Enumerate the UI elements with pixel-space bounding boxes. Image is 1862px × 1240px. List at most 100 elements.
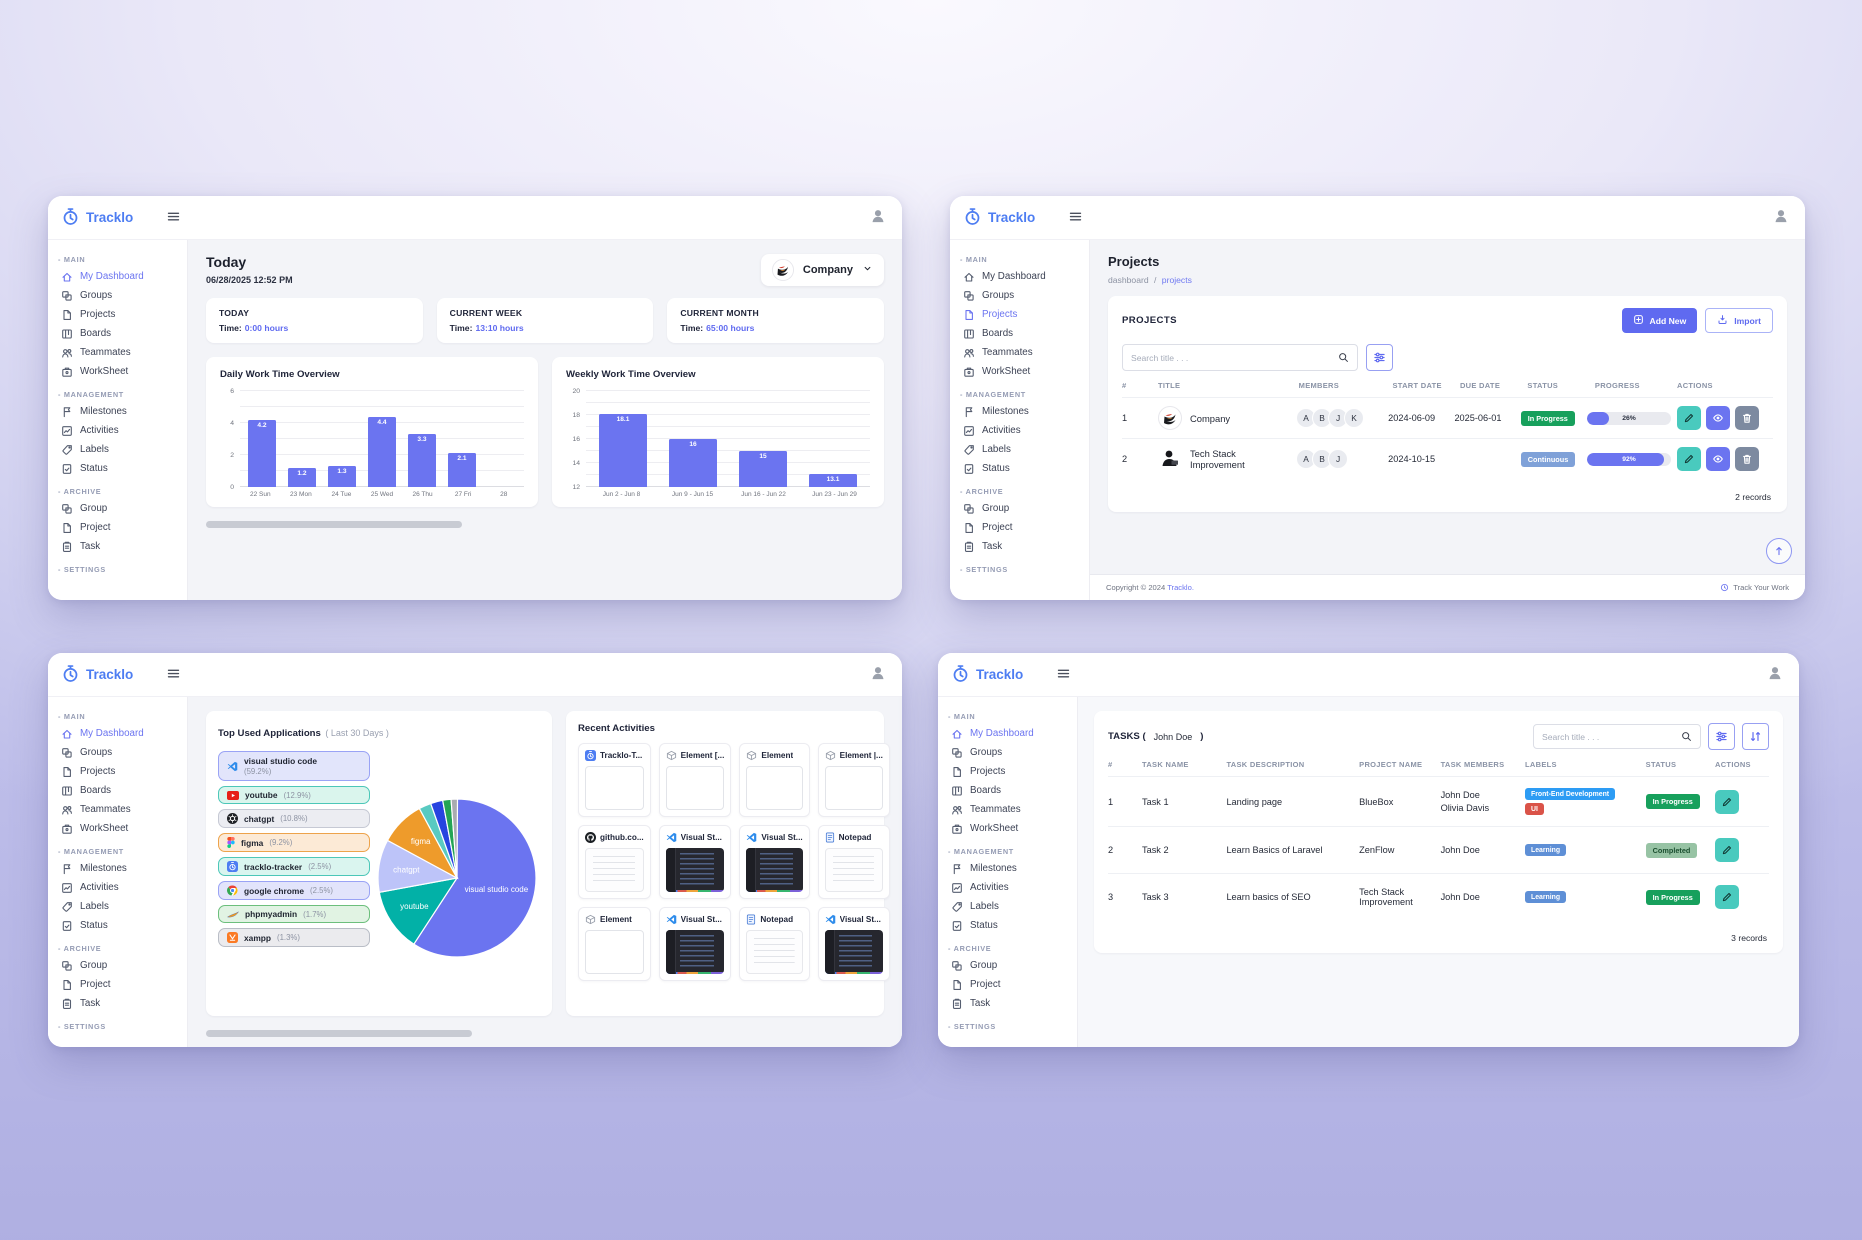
sidebar-item-project[interactable]: Project — [960, 518, 1079, 537]
breadcrumb-dashboard[interactable]: dashboard — [1108, 275, 1149, 285]
sidebar-item-status[interactable]: Status — [960, 459, 1079, 478]
brand[interactable]: Tracklo — [48, 664, 156, 686]
activity-card[interactable]: Notepad — [739, 907, 810, 981]
edit-button[interactable] — [1715, 789, 1739, 814]
sidebar-item-task[interactable]: Task — [960, 537, 1079, 556]
menu-icon[interactable] — [1056, 666, 1071, 684]
menu-icon[interactable] — [1068, 209, 1083, 227]
sidebar-item-my-dashboard[interactable]: My Dashboard — [960, 267, 1079, 286]
sidebar-item-boards[interactable]: Boards — [960, 324, 1079, 343]
sidebar-item-groups[interactable]: Groups — [948, 743, 1067, 762]
sidebar-item-project[interactable]: Project — [58, 518, 177, 537]
view-button[interactable] — [1706, 447, 1730, 471]
sidebar-item-milestones[interactable]: Milestones — [960, 402, 1079, 421]
sidebar-item-projects[interactable]: Projects — [960, 305, 1079, 324]
user-icon[interactable] — [870, 208, 886, 227]
activity-card[interactable]: github.co... — [578, 825, 651, 899]
edit-button[interactable] — [1715, 885, 1739, 909]
sidebar-item-labels[interactable]: Labels — [58, 897, 177, 916]
sidebar-item-project[interactable]: Project — [948, 975, 1067, 994]
activity-card[interactable]: Visual St... — [817, 907, 890, 981]
activity-card[interactable]: Element |... — [817, 743, 890, 817]
search-icon[interactable] — [1338, 352, 1349, 363]
member-avatar[interactable]: A — [1296, 449, 1317, 469]
sidebar-item-group[interactable]: Group — [960, 499, 1079, 518]
menu-icon[interactable] — [166, 209, 181, 227]
sidebar-item-activities[interactable]: Activities — [58, 421, 177, 440]
activity-card[interactable]: Element — [578, 907, 651, 981]
sidebar-item-task[interactable]: Task — [58, 537, 177, 556]
sidebar-item-worksheet[interactable]: WorkSheet — [58, 362, 177, 381]
sidebar-item-worksheet[interactable]: WorkSheet — [948, 819, 1067, 838]
activity-card[interactable]: Visual St... — [658, 907, 732, 981]
company-selector[interactable]: Company — [760, 254, 884, 286]
user-icon[interactable] — [870, 665, 886, 684]
user-icon[interactable] — [1767, 665, 1783, 684]
sidebar-item-projects[interactable]: Projects — [58, 762, 177, 781]
activity-card[interactable]: Visual St... — [739, 825, 810, 899]
brand[interactable]: Tracklo — [950, 207, 1058, 229]
sidebar-item-projects[interactable]: Projects — [948, 762, 1067, 781]
activity-card[interactable]: Element — [739, 743, 810, 817]
sidebar-item-teammates[interactable]: Teammates — [58, 343, 177, 362]
sidebar-item-my-dashboard[interactable]: My Dashboard — [948, 724, 1067, 743]
sidebar-item-labels[interactable]: Labels — [58, 440, 177, 459]
sidebar-item-projects[interactable]: Projects — [58, 305, 177, 324]
sidebar-item-milestones[interactable]: Milestones — [58, 402, 177, 421]
activity-card[interactable]: Tracklo-T... — [578, 743, 651, 817]
add-new-button[interactable]: Add New — [1621, 308, 1698, 333]
horizontal-scrollbar[interactable] — [206, 521, 462, 528]
sidebar-item-labels[interactable]: Labels — [948, 897, 1067, 916]
brand[interactable]: Tracklo — [938, 664, 1046, 686]
footer-brand-link[interactable]: Tracklo. — [1167, 583, 1194, 592]
sidebar-item-groups[interactable]: Groups — [58, 286, 177, 305]
delete-button[interactable] — [1735, 406, 1759, 430]
edit-button[interactable] — [1715, 838, 1739, 862]
delete-button[interactable] — [1735, 447, 1759, 471]
sidebar-item-group[interactable]: Group — [58, 499, 177, 518]
sidebar-item-status[interactable]: Status — [58, 459, 177, 478]
edit-button[interactable] — [1677, 406, 1701, 430]
activity-card[interactable]: Notepad — [817, 825, 890, 899]
sidebar-item-activities[interactable]: Activities — [58, 878, 177, 897]
activity-card[interactable]: Visual St... — [658, 825, 732, 899]
sidebar-item-group[interactable]: Group — [58, 956, 177, 975]
sidebar-item-project[interactable]: Project — [58, 975, 177, 994]
sidebar-item-status[interactable]: Status — [948, 916, 1067, 935]
sidebar-item-labels[interactable]: Labels — [960, 440, 1079, 459]
sidebar-item-boards[interactable]: Boards — [948, 781, 1067, 800]
sidebar-item-worksheet[interactable]: WorkSheet — [960, 362, 1079, 381]
sidebar-item-teammates[interactable]: Teammates — [960, 343, 1079, 362]
sidebar-item-my-dashboard[interactable]: My Dashboard — [58, 724, 177, 743]
sidebar-item-groups[interactable]: Groups — [960, 286, 1079, 305]
sidebar-item-milestones[interactable]: Milestones — [58, 859, 177, 878]
horizontal-scrollbar[interactable] — [206, 1030, 472, 1037]
sidebar-item-task[interactable]: Task — [948, 994, 1067, 1013]
sidebar-item-group[interactable]: Group — [948, 956, 1067, 975]
sidebar-item-activities[interactable]: Activities — [960, 421, 1079, 440]
member-avatar[interactable]: J — [1328, 449, 1349, 469]
view-button[interactable] — [1706, 406, 1730, 430]
import-button[interactable]: Import — [1705, 308, 1773, 333]
user-icon[interactable] — [1773, 208, 1789, 227]
brand[interactable]: Tracklo — [48, 207, 156, 229]
sidebar-item-status[interactable]: Status — [58, 916, 177, 935]
breadcrumb-projects[interactable]: projects — [1161, 275, 1192, 285]
sidebar-item-worksheet[interactable]: WorkSheet — [58, 819, 177, 838]
sidebar-item-boards[interactable]: Boards — [58, 324, 177, 343]
filter-button[interactable] — [1708, 723, 1735, 750]
sidebar-item-boards[interactable]: Boards — [58, 781, 177, 800]
scroll-top-button[interactable] — [1766, 538, 1792, 564]
sidebar-item-groups[interactable]: Groups — [58, 743, 177, 762]
sidebar-item-activities[interactable]: Activities — [948, 878, 1067, 897]
search-input[interactable] — [1542, 731, 1681, 742]
edit-button[interactable] — [1677, 447, 1701, 471]
sidebar-item-teammates[interactable]: Teammates — [948, 800, 1067, 819]
filter-button[interactable] — [1366, 344, 1393, 371]
sidebar-item-teammates[interactable]: Teammates — [58, 800, 177, 819]
sidebar-item-my-dashboard[interactable]: My Dashboard — [58, 267, 177, 286]
activity-card[interactable]: Element [... — [658, 743, 732, 817]
member-avatar[interactable]: K — [1344, 408, 1365, 428]
sort-button[interactable] — [1742, 723, 1769, 750]
search-input[interactable] — [1131, 352, 1338, 363]
